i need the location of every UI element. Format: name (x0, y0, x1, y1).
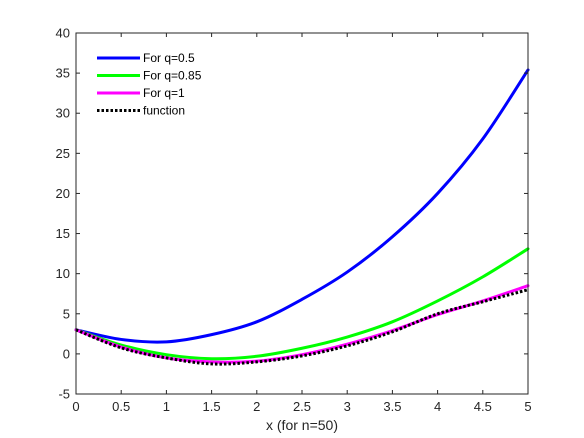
y-tick-label: 30 (56, 106, 70, 121)
x-tick-label: 3.5 (383, 399, 401, 414)
series-line-1 (74, 68, 530, 344)
series-line-4 (75, 288, 529, 366)
series-line-2 (74, 247, 530, 361)
y-tick-label: 40 (56, 26, 70, 41)
x-tick-label: 4.5 (474, 399, 492, 414)
y-tick-label: 15 (56, 226, 70, 241)
y-tick-label: 35 (56, 66, 70, 81)
y-tick-label: -5 (58, 387, 70, 402)
x-tick-label: 3 (344, 399, 351, 414)
x-tick-label: 2.5 (293, 399, 311, 414)
y-tick-label: 10 (56, 266, 70, 281)
y-tick-label: 25 (56, 146, 70, 161)
legend-label: For q=0.5 (143, 51, 195, 65)
y-tick-label: 20 (56, 186, 70, 201)
x-axis-label: x (for n=50) (266, 417, 338, 433)
legend-label: For q=0.85 (143, 69, 202, 83)
x-tick-label: 0.5 (112, 399, 130, 414)
x-tick-label: 0 (72, 399, 79, 414)
x-tick-label: 2 (253, 399, 260, 414)
x-tick-label: 1 (163, 399, 170, 414)
legend: For q=0.5 For q=0.85 For q=1 function (97, 51, 202, 118)
y-tick-label: 0 (63, 346, 70, 361)
legend-label: For q=1 (143, 86, 185, 100)
plot-area (76, 33, 528, 394)
y-tick-label: 5 (63, 306, 70, 321)
x-tick-label: 1.5 (203, 399, 221, 414)
legend-label: function (143, 104, 185, 118)
x-tick-label: 5 (524, 399, 531, 414)
series-layer (74, 68, 530, 366)
x-tick-label: 4 (434, 399, 441, 414)
